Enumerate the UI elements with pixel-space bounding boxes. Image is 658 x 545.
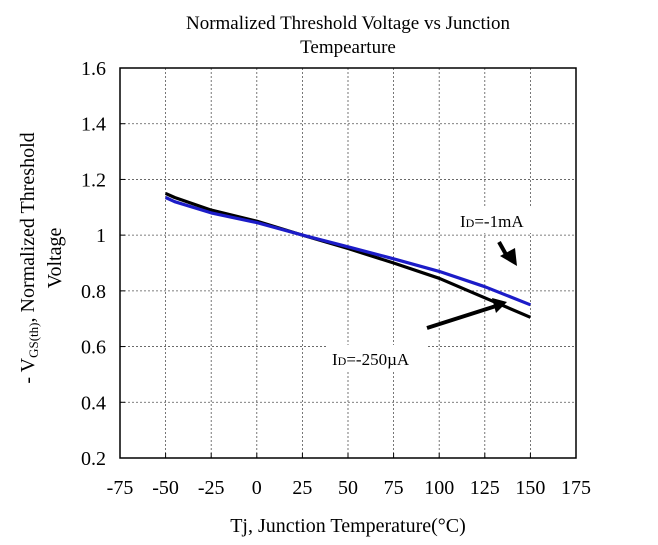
chart-title-line-1: Normalized Threshold Voltage vs Junction: [186, 13, 511, 34]
svg-text:- VGS(th), Normalized Threshol: - VGS(th), Normalized Threshold: [17, 132, 41, 383]
series-line-1ma: [164, 196, 531, 307]
chart-title-line-2: Tempearture: [300, 37, 396, 58]
y-tick-label: 0.8: [81, 281, 106, 303]
x-tick-label: 125: [470, 477, 500, 499]
x-tick-label: 150: [515, 477, 545, 499]
x-tick-label: 0: [252, 477, 262, 499]
y-tick-label: 1: [96, 225, 106, 247]
y-axis-label-suffix: , Normalized Threshold: [17, 132, 39, 322]
annotation-1ma-label: ID=-1mA: [460, 212, 524, 231]
y-tick-label: 0.2: [81, 448, 106, 470]
x-tick-label: 100: [424, 477, 454, 499]
y-tick-label: 1.4: [81, 114, 106, 136]
x-axis-label: Tj, Junction Temperature(°C): [230, 515, 466, 537]
annotation-250ua-arrow: [426, 298, 507, 330]
x-tick-label: -25: [198, 477, 225, 499]
annotation-1ma-box: [455, 207, 545, 233]
annotation-250ua-label: ID=-250µA: [332, 350, 410, 369]
annotation-1ma-arrow: [497, 241, 517, 266]
y-axis-label: - VGS(th), Normalized Threshold: [17, 132, 41, 383]
axis-ticks: -75 -50 -25 0 25 50 75 100 125 150 175 0.2 0.4 0.6 0.8…: [81, 58, 591, 499]
plot-area-frame: [119, 67, 577, 459]
y-axis-label-prefix: - V: [17, 357, 39, 383]
data-series: [164, 191, 532, 319]
y-tick-label: 1.2: [81, 169, 106, 191]
x-tick-label: 25: [292, 477, 312, 499]
x-tick-label: -50: [152, 477, 179, 499]
y-tick-label: 0.6: [81, 337, 106, 359]
x-tick-label: -75: [107, 477, 134, 499]
x-tick-label: 75: [384, 477, 404, 499]
svg-text:Voltage: Voltage: [44, 228, 66, 289]
y-tick-label: 0.4: [81, 392, 106, 414]
x-tick-label: 175: [561, 477, 591, 499]
annotation-250ua-box: [327, 345, 427, 371]
x-tick-label: 50: [338, 477, 358, 499]
y-tick-label: 1.6: [81, 58, 106, 80]
y-axis-label-subscript: GS(th): [26, 323, 41, 358]
grid-lines: [120, 68, 576, 458]
y-axis-label-line-2: Voltage: [44, 228, 66, 289]
